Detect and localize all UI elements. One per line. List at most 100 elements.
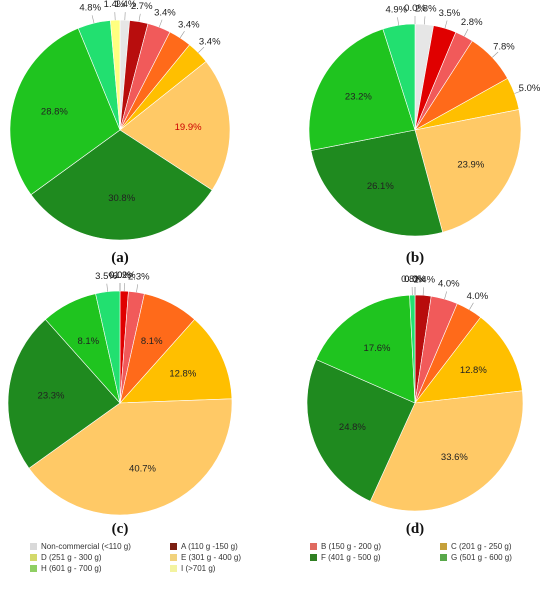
- pie-chart-figure: 1.4%2.7%3.4%3.4%3.4%19.9%30.8%28.8%4.8% 1…: [7, 0, 541, 537]
- legend-item: C (201 g - 250 g): [440, 542, 511, 551]
- legend-label: I (>701 g): [181, 564, 216, 573]
- slice-label: 1.4%: [104, 0, 126, 10]
- legend-item: G (501 g - 600 g): [440, 553, 512, 562]
- slice-label: 1.4%: [115, 0, 137, 10]
- leader-line: [469, 302, 474, 310]
- slice-label: 33.6%: [441, 452, 468, 463]
- legend-item: F (401 g - 500 g): [310, 553, 381, 562]
- slice-label: 12.8%: [169, 368, 196, 379]
- slice-label: 3.4%: [178, 20, 200, 31]
- slice-label: 3.5%: [439, 8, 461, 19]
- legend-swatch: [310, 543, 317, 550]
- leader-line: [91, 15, 95, 24]
- leader-line: [397, 17, 399, 26]
- slice-label: 28.8%: [41, 106, 68, 117]
- legend-swatch: [170, 554, 177, 561]
- legend-swatch: [440, 543, 447, 550]
- legend-label: C (201 g - 250 g): [451, 542, 512, 551]
- slice-label: 2.8%: [461, 17, 483, 28]
- slice-label: 1.2%: [114, 270, 136, 281]
- pie-slice: [306, 359, 416, 502]
- leader-line: [106, 283, 108, 292]
- slice-label: 19.9%: [175, 122, 202, 133]
- slice-label: 0.0%: [404, 274, 426, 285]
- legend-item: Non-commercial (<110 g): [30, 542, 131, 551]
- leader-line: [179, 31, 185, 39]
- legend-item: I (>701 g): [170, 564, 215, 573]
- legend-swatch: [170, 543, 177, 550]
- pie-slice: [7, 319, 121, 469]
- legend-label: B (150 g - 200 g): [321, 542, 382, 551]
- legend-item: A (110 g -150 g): [170, 542, 238, 551]
- leader-line: [158, 19, 163, 28]
- slice-label: 4.9%: [385, 4, 407, 15]
- pie-slice: [310, 129, 444, 237]
- pie-panel-3: 0.0%1.2%2.3%8.1%12.8%40.7%23.3%8.1%3.5%0…: [7, 270, 233, 537]
- legend-swatch: [30, 565, 37, 572]
- pie-slice: [119, 61, 231, 191]
- slice-label: 2.4%: [413, 274, 435, 285]
- pie-slice: [308, 28, 416, 151]
- panel-label: (d): [406, 521, 424, 537]
- pie-slice: [119, 319, 233, 404]
- pie-slice: [9, 27, 121, 196]
- slice-label: 23.9%: [457, 160, 484, 171]
- slice-label: 5.0%: [519, 83, 541, 94]
- slice-label: 23.2%: [345, 92, 372, 103]
- slice-label: 12.8%: [460, 365, 487, 376]
- leader-line: [444, 291, 447, 300]
- legend-item: H (601 g - 700 g): [30, 564, 101, 573]
- slice-label: 3.4%: [199, 37, 221, 48]
- slice-label: 24.8%: [339, 422, 366, 433]
- pie-panel-2: 2.8% 3.5%2.8% 7.8% 5.0% 23.9% 26.1% 23.2% 4.9%0…: [308, 3, 541, 266]
- legend-swatch: [30, 543, 37, 550]
- pie-panel-4: 0.0%2.4% 4.0%4.0%12.8%33.6%24.8%17.6%0.8%…: [306, 274, 524, 537]
- slice-label: 26.1%: [367, 181, 394, 192]
- slice-label: 17.6%: [364, 343, 391, 354]
- legend-swatch: [310, 554, 317, 561]
- leader-line: [422, 287, 424, 296]
- leader-line: [444, 20, 448, 29]
- pie-slice: [369, 390, 524, 512]
- leader-line: [514, 90, 523, 94]
- legend-label: G (501 g - 600 g): [451, 553, 512, 562]
- slice-label: 4.0%: [467, 291, 489, 302]
- slice-label: 3.5%: [95, 271, 117, 282]
- slice-label: 23.3%: [38, 390, 65, 401]
- legend-label: Non-commercial (<110 g): [41, 542, 131, 551]
- slice-label: 8.1%: [141, 336, 163, 347]
- slice-label: 7.8%: [493, 42, 515, 53]
- legend-label: A (110 g -150 g): [181, 542, 238, 551]
- legend-label: D (251 g - 300 g): [41, 553, 102, 562]
- pie-slice: [110, 19, 121, 131]
- legend-swatch: [30, 554, 37, 561]
- panel-label: (c): [112, 521, 129, 537]
- panel-label: (a): [111, 250, 129, 266]
- legend-swatch: [170, 565, 177, 572]
- leader-line: [464, 28, 469, 37]
- slice-label: 0.0%: [109, 270, 131, 281]
- leader-line: [198, 46, 205, 53]
- slice-label: 3.4%: [154, 7, 176, 18]
- pie-slice: [28, 398, 233, 516]
- legend-swatch: [440, 554, 447, 561]
- slice-label: 2.7%: [131, 1, 153, 12]
- leader-line: [424, 16, 426, 25]
- pie-slice: [414, 316, 523, 404]
- pie-slice: [30, 129, 213, 241]
- slice-label: 8.1%: [77, 336, 99, 347]
- slice-label: 0.0%: [109, 270, 131, 281]
- pie-slice: [315, 294, 416, 404]
- pie-panel-1: 1.4%2.7%3.4%3.4%3.4%19.9%30.8%28.8%4.8% 1…: [9, 0, 231, 266]
- slice-label: 2.8%: [415, 4, 437, 15]
- slice-label: 0.8%: [401, 274, 423, 285]
- leader-line: [138, 13, 141, 22]
- legend-label: H (601 g - 700 g): [41, 564, 102, 573]
- slice-label: 30.8%: [108, 193, 135, 204]
- slice-label: 4.0%: [438, 279, 460, 290]
- legend-label: F (401 g - 500 g): [321, 553, 381, 562]
- legend-label: E (301 g - 400 g): [181, 553, 242, 562]
- leader-line: [492, 51, 499, 58]
- slice-label: 2.3%: [128, 271, 150, 282]
- legend-item: D (251 g - 300 g): [30, 553, 101, 562]
